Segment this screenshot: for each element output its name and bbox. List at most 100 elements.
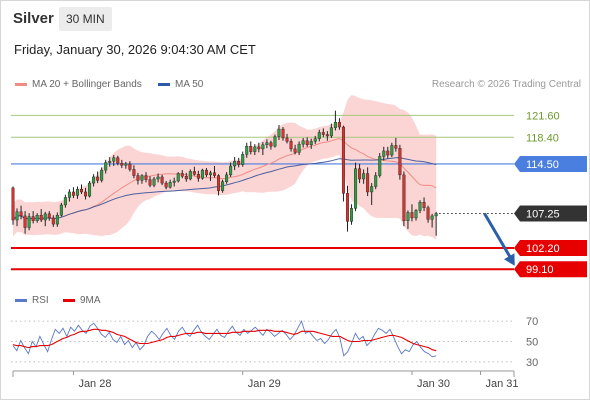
candle-body — [333, 122, 337, 128]
candle-body — [47, 213, 51, 219]
candle-body — [370, 186, 374, 193]
candle-body — [39, 215, 43, 221]
current-price-tag — [514, 205, 587, 222]
candle-body — [418, 202, 422, 211]
candle-body — [100, 169, 104, 181]
candle-body — [71, 191, 75, 196]
candle-body — [241, 154, 245, 165]
candle-body — [430, 215, 434, 220]
candle-body — [402, 174, 406, 221]
candle-body — [341, 126, 345, 194]
candle-body — [63, 197, 67, 206]
candle-body — [426, 207, 430, 220]
candle-body — [249, 145, 253, 152]
interval-badge[interactable]: 30 MIN — [59, 7, 112, 31]
rsi-tick-70: 70 — [526, 316, 538, 328]
timestamp-label: Friday, January 30, 2026 9:04:30 AM CET — [14, 42, 256, 57]
level-tag-102-20 — [514, 240, 587, 257]
candle-body — [269, 142, 273, 147]
candle-body — [116, 157, 120, 164]
candle-body — [386, 150, 390, 156]
candle-body — [148, 179, 152, 186]
candle-body — [313, 138, 317, 142]
candle-body — [172, 180, 176, 183]
current-price-label: 107.25 — [526, 209, 560, 221]
candle-body — [180, 173, 184, 177]
candle-body — [104, 162, 108, 171]
candle-body — [124, 163, 128, 166]
candle-body — [345, 193, 349, 222]
candle-body — [75, 189, 79, 196]
candle-body — [257, 146, 261, 150]
candle-body — [84, 191, 88, 197]
candle-body — [92, 176, 96, 184]
candle-body — [374, 175, 378, 187]
x-tick-label-jan-29: Jan 29 — [248, 378, 281, 390]
candle-body — [414, 210, 418, 219]
candle-body — [358, 168, 362, 180]
ma50-line — [12, 157, 437, 221]
candle-body — [325, 134, 329, 137]
candle-body — [390, 145, 394, 156]
candle-body — [350, 208, 354, 222]
candle-body — [362, 173, 366, 180]
instrument-title: Silver — [13, 10, 54, 27]
candle-body — [136, 175, 140, 181]
level-tag-114-50 — [514, 155, 587, 172]
candle-body — [164, 182, 168, 188]
candle-body — [382, 150, 386, 157]
candle-body — [23, 215, 27, 228]
candle-body — [229, 165, 233, 176]
candle-body — [225, 174, 229, 182]
candle-body — [434, 213, 438, 217]
x-tick-label-jan-31: Jan 31 — [485, 378, 518, 390]
candle-body — [31, 216, 35, 221]
legend-swatch-ma50 — [158, 83, 170, 86]
level-label-121-60: 121.60 — [526, 110, 560, 122]
candle-body — [27, 216, 31, 228]
candle-body — [35, 215, 39, 221]
candle-body — [277, 128, 281, 137]
rsi-line — [12, 319, 437, 358]
candle-body — [208, 172, 212, 176]
candle-body — [152, 178, 156, 186]
candle-body — [281, 128, 285, 139]
candle-body — [245, 145, 249, 155]
candle-body — [221, 181, 225, 191]
candle-body — [398, 148, 402, 176]
candle-body — [289, 141, 293, 150]
candle-body — [394, 145, 398, 149]
candle-body — [233, 161, 237, 167]
candle-body — [317, 132, 321, 139]
candle-body — [51, 217, 55, 225]
candle-body — [273, 136, 277, 147]
candle-body — [108, 161, 112, 163]
chart-header: Silver 30 MIN — [1, 1, 589, 37]
candle-body — [297, 143, 301, 153]
candle-body — [354, 168, 358, 209]
level-label-102-20: 102.20 — [526, 243, 560, 255]
legend-label-rsi: RSI — [32, 295, 49, 306]
candle-body — [265, 142, 269, 146]
bollinger-band — [13, 95, 437, 240]
candle-body — [176, 173, 180, 182]
legend-swatch-ma20 — [15, 83, 27, 86]
candle-body — [144, 175, 148, 180]
candle-body — [15, 211, 19, 221]
candle-body — [378, 156, 382, 176]
candle-body — [212, 172, 216, 176]
rsi-ma-line — [12, 328, 437, 352]
candle-body — [410, 212, 414, 219]
candle-body — [305, 140, 309, 146]
candle-body — [19, 211, 23, 217]
candle-body — [301, 140, 305, 145]
candle-body — [120, 163, 124, 166]
candle-body — [140, 175, 144, 181]
level-tag-99-10 — [514, 261, 587, 278]
candle-body — [168, 182, 172, 188]
candle-body — [96, 176, 100, 181]
candle-body — [237, 161, 241, 165]
candle-body — [184, 176, 188, 180]
x-tick-label-jan-28: Jan 28 — [78, 378, 111, 390]
x-tick-label-jan-30: Jan 30 — [417, 378, 450, 390]
